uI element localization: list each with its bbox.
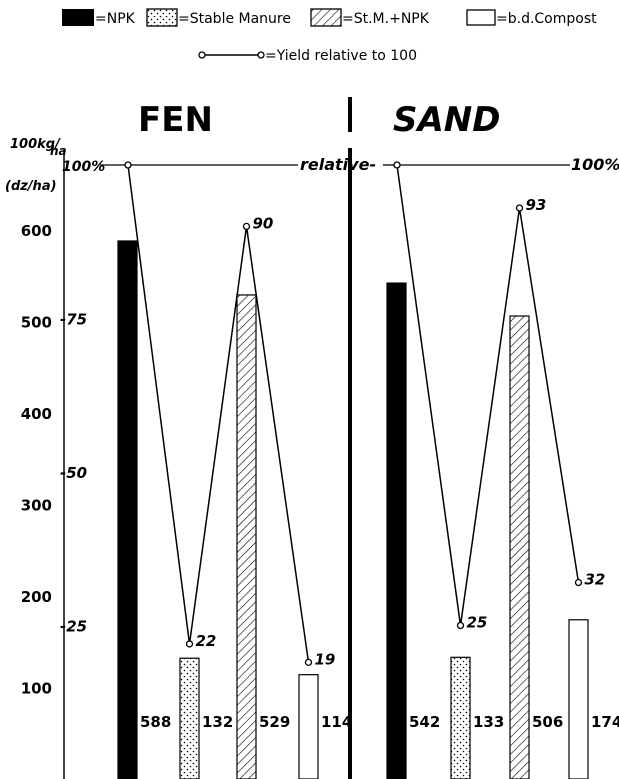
bar-fen-bd-compost bbox=[298, 674, 319, 779]
relative-line-sand bbox=[396, 164, 580, 626]
y-tick-label: 200 bbox=[21, 588, 52, 606]
legend-swatch-stable-manure bbox=[146, 8, 178, 27]
relative-tick-label: 100% bbox=[62, 159, 105, 175]
bar-value-label: 506 bbox=[532, 713, 563, 731]
y-unit-ha: ha bbox=[50, 144, 67, 158]
relative-point bbox=[574, 578, 583, 587]
relative-point-label: 22 bbox=[196, 632, 217, 650]
relative-center-label: relative- bbox=[300, 155, 376, 174]
bar-value-label: 174 bbox=[591, 713, 619, 731]
legend-swatch-npk bbox=[62, 9, 94, 26]
y-unit-top: 100kg/ bbox=[10, 137, 61, 152]
line-legend-label: =Yield relative to 100 bbox=[265, 48, 417, 64]
bar-fen-st-m-npk bbox=[236, 294, 257, 779]
y-unit-bottom: (dz/ha) bbox=[5, 179, 57, 194]
bar-value-label: 133 bbox=[473, 713, 504, 731]
relative-tick-label: -75 bbox=[60, 311, 87, 329]
y-tick-label: 600 bbox=[21, 222, 52, 240]
value-labels: 588 132 529 114 542 133 506 174 bbox=[140, 713, 619, 731]
y-ticks: 100 200 300 400 500 600 bbox=[21, 222, 52, 698]
relative-tick-label: -25 bbox=[60, 618, 87, 636]
relative-point bbox=[124, 161, 132, 169]
relative-point-label: 19 bbox=[315, 650, 336, 668]
relative-tick-label: -50 bbox=[60, 464, 87, 482]
line-legend-marker-right bbox=[257, 51, 265, 59]
panel-title-fen: FEN bbox=[138, 100, 213, 140]
relative-point bbox=[304, 658, 313, 666]
relative-ticks: -25 -50 -75 100% bbox=[60, 159, 105, 636]
y-tick-label: 300 bbox=[21, 497, 52, 515]
bar-value-label: 542 bbox=[409, 713, 440, 731]
legend-label-stable-manure: =Stable Manure bbox=[178, 11, 291, 27]
relative-point-label: 25 bbox=[467, 614, 488, 632]
bar-value-label: 588 bbox=[140, 713, 171, 731]
bar-value-label: 529 bbox=[259, 713, 290, 731]
y-tick-label: 500 bbox=[21, 314, 52, 332]
relative-lines: 22 90 19 25 93 32 bbox=[124, 161, 606, 668]
bar-value-label: 132 bbox=[202, 713, 233, 731]
bar-fen-stable-manure bbox=[179, 657, 200, 779]
y-tick-label: 100 bbox=[21, 680, 52, 698]
bar-fen-npk bbox=[117, 240, 138, 779]
legend-swatch-bd-compost bbox=[466, 9, 496, 26]
bars bbox=[117, 240, 589, 779]
panel-title-sand: SAND bbox=[393, 100, 500, 140]
legend-swatch-st-m-npk bbox=[310, 8, 342, 27]
bar-sand-bd-compost bbox=[568, 619, 589, 779]
bar-sand-npk bbox=[386, 282, 407, 779]
relative-point bbox=[515, 204, 524, 212]
relative-line-fen bbox=[127, 164, 310, 663]
relative-point bbox=[242, 222, 251, 231]
legend-label-st-m-npk: =St.M.+NPK bbox=[342, 11, 430, 27]
legend-label-npk: =NPK bbox=[95, 11, 136, 27]
legend-label-bd-compost: =b.d.Compost bbox=[496, 11, 597, 27]
relative-point bbox=[185, 640, 194, 648]
line-legend-marker-left bbox=[198, 51, 206, 59]
bar-sand-st-m-npk bbox=[509, 315, 530, 779]
bar-value-label: 114 bbox=[321, 713, 352, 731]
y-tick-label: 400 bbox=[21, 405, 52, 423]
legend: =NPK =Stable Manure =St.M.+NPK =b.d.Comp… bbox=[62, 8, 597, 64]
relative-point-label: 93 bbox=[526, 196, 547, 214]
relative-right-label: 100% bbox=[571, 155, 619, 174]
relative-point bbox=[393, 161, 401, 169]
bar-sand-stable-manure bbox=[450, 656, 471, 779]
relative-point-label: 90 bbox=[253, 214, 274, 232]
relative-point bbox=[456, 621, 465, 630]
relative-point-label: 32 bbox=[585, 571, 606, 589]
